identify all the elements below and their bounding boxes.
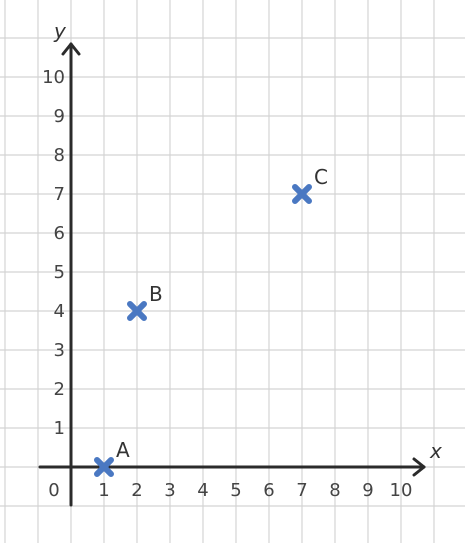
x-axis-title: x [429, 439, 442, 463]
axes: xy [38, 19, 442, 507]
x-tick-label: 8 [329, 480, 340, 501]
x-tick-label: 9 [362, 480, 373, 501]
origin-label: 0 [48, 480, 59, 501]
x-axis-arrow-icon [412, 457, 426, 477]
point-label: C [314, 165, 328, 189]
y-tick-label: 10 [42, 67, 65, 88]
y-axis-arrow-icon [61, 42, 81, 56]
y-tick-label: 2 [54, 379, 65, 400]
data-point-A: A [94, 438, 130, 477]
x-tick-label: 1 [98, 480, 109, 501]
point-label: A [116, 438, 130, 462]
data-point-B: B [127, 282, 163, 321]
x-tick-label: 2 [131, 480, 142, 501]
x-tick-label: 4 [197, 480, 208, 501]
y-tick-label: 6 [54, 223, 65, 244]
x-tick-label: 3 [164, 480, 175, 501]
point-label: B [149, 282, 163, 306]
y-tick-label: 3 [54, 340, 65, 361]
x-tick-label: 6 [263, 480, 274, 501]
x-tick-label: 10 [390, 480, 413, 501]
y-tick-label: 7 [54, 184, 65, 205]
y-tick-label: 9 [54, 106, 65, 127]
data-points: A B C [94, 165, 328, 477]
x-tick-label: 7 [296, 480, 307, 501]
cross-marker-icon [127, 301, 147, 321]
y-tick-label: 4 [54, 301, 65, 322]
data-point-C: C [292, 165, 328, 204]
y-tick-label: 5 [54, 262, 65, 283]
y-axis-title: y [53, 19, 67, 43]
cross-marker-icon [292, 184, 312, 204]
tick-labels: 0 1 2 3 4 5 6 7 8 9 10 1 2 3 4 5 6 7 8 9 10 [42, 67, 412, 501]
y-tick-label: 1 [54, 418, 65, 439]
cross-marker-icon [94, 457, 114, 477]
y-tick-label: 8 [54, 145, 65, 166]
x-tick-label: 5 [230, 480, 241, 501]
